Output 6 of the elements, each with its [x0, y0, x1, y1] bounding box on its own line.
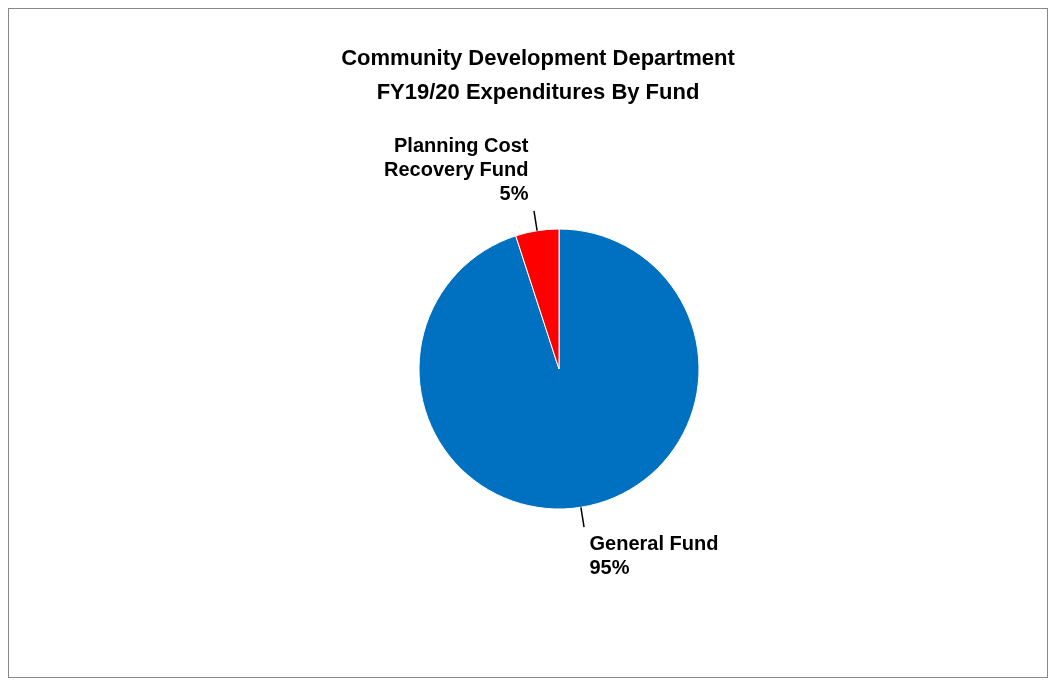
- data-label: 95%: [589, 555, 630, 578]
- pie-slice: [418, 228, 700, 510]
- data-label: 5%: [499, 182, 529, 205]
- chart-title: Community Development Department FY19/20 Expenditures By Fund: [340, 44, 736, 106]
- slice-label: General Fund: [589, 531, 719, 554]
- slice-label: Planning Cost Recovery Fund: [384, 134, 529, 181]
